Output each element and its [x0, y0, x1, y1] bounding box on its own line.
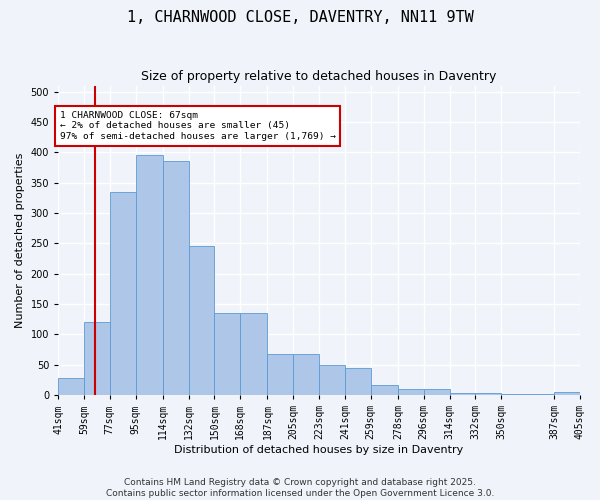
Bar — [449, 394, 475, 395]
Bar — [136, 156, 163, 395]
Bar — [268, 354, 293, 395]
Title: Size of property relative to detached houses in Daventry: Size of property relative to detached ho… — [142, 70, 497, 83]
Bar — [475, 394, 501, 395]
Bar — [188, 246, 214, 395]
X-axis label: Distribution of detached houses by size in Daventry: Distribution of detached houses by size … — [175, 445, 464, 455]
Bar — [319, 365, 345, 395]
Bar — [293, 354, 319, 395]
Bar — [58, 378, 84, 395]
Text: 1, CHARNWOOD CLOSE, DAVENTRY, NN11 9TW: 1, CHARNWOOD CLOSE, DAVENTRY, NN11 9TW — [127, 10, 473, 25]
Bar — [84, 322, 110, 395]
Bar — [110, 192, 136, 395]
Bar — [345, 368, 371, 395]
Bar — [371, 385, 398, 395]
Bar — [554, 392, 580, 395]
Bar — [214, 313, 240, 395]
Y-axis label: Number of detached properties: Number of detached properties — [15, 152, 25, 328]
Bar — [501, 394, 554, 395]
Text: Contains HM Land Registry data © Crown copyright and database right 2025.
Contai: Contains HM Land Registry data © Crown c… — [106, 478, 494, 498]
Text: 1 CHARNWOOD CLOSE: 67sqm
← 2% of detached houses are smaller (45)
97% of semi-de: 1 CHARNWOOD CLOSE: 67sqm ← 2% of detache… — [59, 111, 335, 141]
Bar — [424, 389, 449, 395]
Bar — [163, 162, 188, 395]
Bar — [398, 389, 424, 395]
Bar — [240, 313, 268, 395]
